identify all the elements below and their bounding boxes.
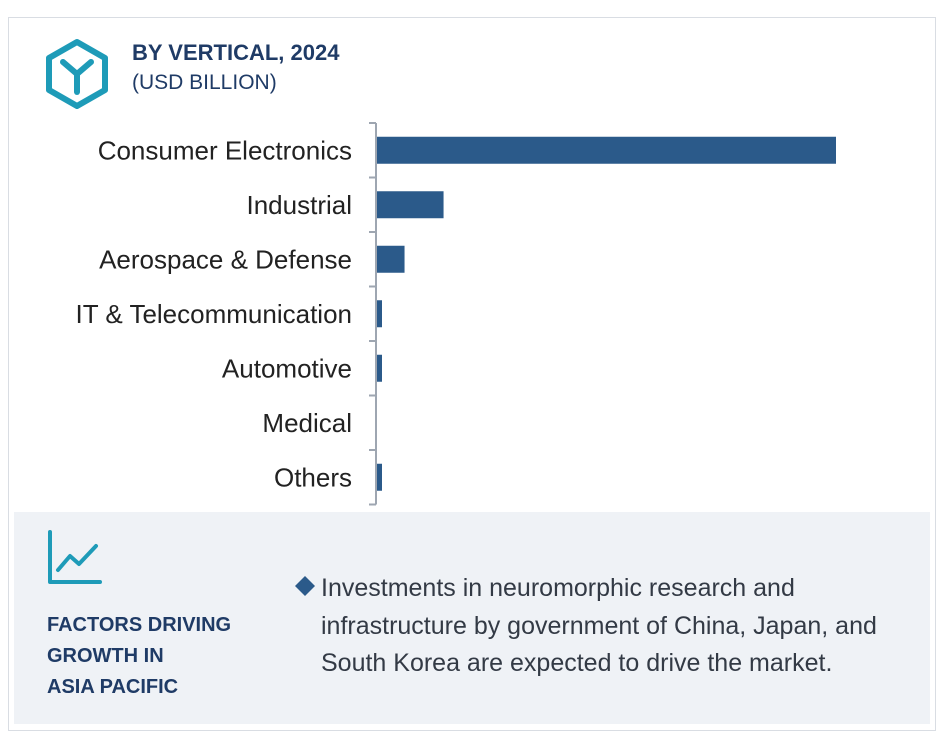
factors-title-line: ASIA PACIFIC [47,676,179,698]
category-label: IT & Telecommunication [75,299,352,329]
diamond-icon [295,576,315,596]
category-label: Others [274,462,352,492]
factors-title: FACTORS DRIVING GROWTH IN ASIA PACIFIC [47,610,277,703]
category-label: Industrial [247,190,353,220]
factors-title-line: GROWTH IN [47,645,164,667]
bar [377,463,382,491]
chart-title: BY VERTICAL, 2024 [132,40,340,65]
bar [377,191,444,219]
category-label: Medical [262,408,352,438]
category-label: Aerospace & Defense [99,244,352,274]
bar-chart: Consumer Electronics Industrial Aerospace … [75,122,836,506]
bar [377,136,836,164]
category-label: Consumer Electronics [98,135,352,165]
hexagon-y-icon [46,39,108,109]
factors-panel [14,512,930,724]
line-trend-icon [48,530,102,584]
bar [377,245,405,273]
factors-title-line: FACTORS DRIVING [47,614,232,636]
factor-bullet-text: Investments in neuromorphic research and… [321,574,877,677]
chart-subtitle: (USD BILLION) [132,71,277,94]
bar [377,354,382,382]
bar [377,300,382,328]
category-label: Automotive [222,353,352,383]
